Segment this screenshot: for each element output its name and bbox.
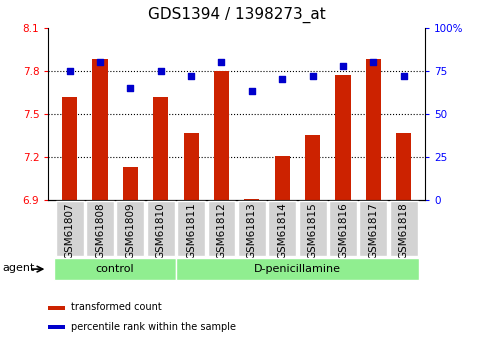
- Point: [96, 59, 104, 65]
- Point: [218, 59, 226, 65]
- Point: [400, 73, 408, 79]
- Bar: [244, 199, 259, 200]
- Text: percentile rank within the sample: percentile rank within the sample: [71, 322, 236, 332]
- FancyBboxPatch shape: [177, 201, 205, 256]
- FancyBboxPatch shape: [390, 201, 418, 256]
- Bar: [123, 167, 138, 200]
- FancyBboxPatch shape: [329, 201, 357, 256]
- Text: GSM61815: GSM61815: [308, 203, 318, 259]
- Text: agent: agent: [2, 263, 35, 273]
- Title: GDS1394 / 1398273_at: GDS1394 / 1398273_at: [148, 7, 326, 23]
- FancyBboxPatch shape: [298, 201, 327, 256]
- FancyBboxPatch shape: [208, 201, 235, 256]
- Text: GSM61810: GSM61810: [156, 203, 166, 259]
- Text: GSM61809: GSM61809: [125, 203, 135, 259]
- Point: [127, 85, 134, 91]
- FancyBboxPatch shape: [147, 201, 175, 256]
- Bar: [153, 97, 168, 200]
- Point: [66, 68, 73, 73]
- Bar: [366, 59, 381, 200]
- Bar: [396, 132, 412, 200]
- FancyBboxPatch shape: [116, 201, 144, 256]
- Point: [157, 68, 165, 73]
- Bar: [48, 306, 65, 310]
- Bar: [305, 136, 320, 200]
- Text: GSM61811: GSM61811: [186, 203, 196, 259]
- Text: GSM61807: GSM61807: [65, 203, 74, 259]
- FancyBboxPatch shape: [359, 201, 387, 256]
- Bar: [48, 325, 65, 329]
- Bar: [62, 97, 77, 200]
- Text: GSM61814: GSM61814: [277, 203, 287, 259]
- Point: [278, 77, 286, 82]
- FancyBboxPatch shape: [268, 201, 296, 256]
- Bar: [92, 59, 108, 200]
- Text: GSM61808: GSM61808: [95, 203, 105, 259]
- FancyBboxPatch shape: [176, 258, 419, 280]
- Point: [369, 59, 377, 65]
- Point: [187, 73, 195, 79]
- Bar: [275, 156, 290, 200]
- Text: GSM61813: GSM61813: [247, 203, 257, 259]
- Text: control: control: [96, 264, 134, 274]
- Text: GSM61818: GSM61818: [399, 203, 409, 259]
- FancyBboxPatch shape: [86, 201, 114, 256]
- Bar: [214, 71, 229, 200]
- Text: GSM61812: GSM61812: [216, 203, 227, 259]
- Text: D-penicillamine: D-penicillamine: [254, 264, 341, 274]
- FancyBboxPatch shape: [238, 201, 266, 256]
- Point: [309, 73, 316, 79]
- Bar: [335, 75, 351, 200]
- Point: [339, 63, 347, 68]
- Point: [248, 89, 256, 94]
- FancyBboxPatch shape: [56, 201, 84, 256]
- Bar: [184, 132, 199, 200]
- FancyBboxPatch shape: [55, 258, 176, 280]
- Text: transformed count: transformed count: [71, 302, 162, 312]
- Text: GSM61816: GSM61816: [338, 203, 348, 259]
- Text: GSM61817: GSM61817: [369, 203, 378, 259]
